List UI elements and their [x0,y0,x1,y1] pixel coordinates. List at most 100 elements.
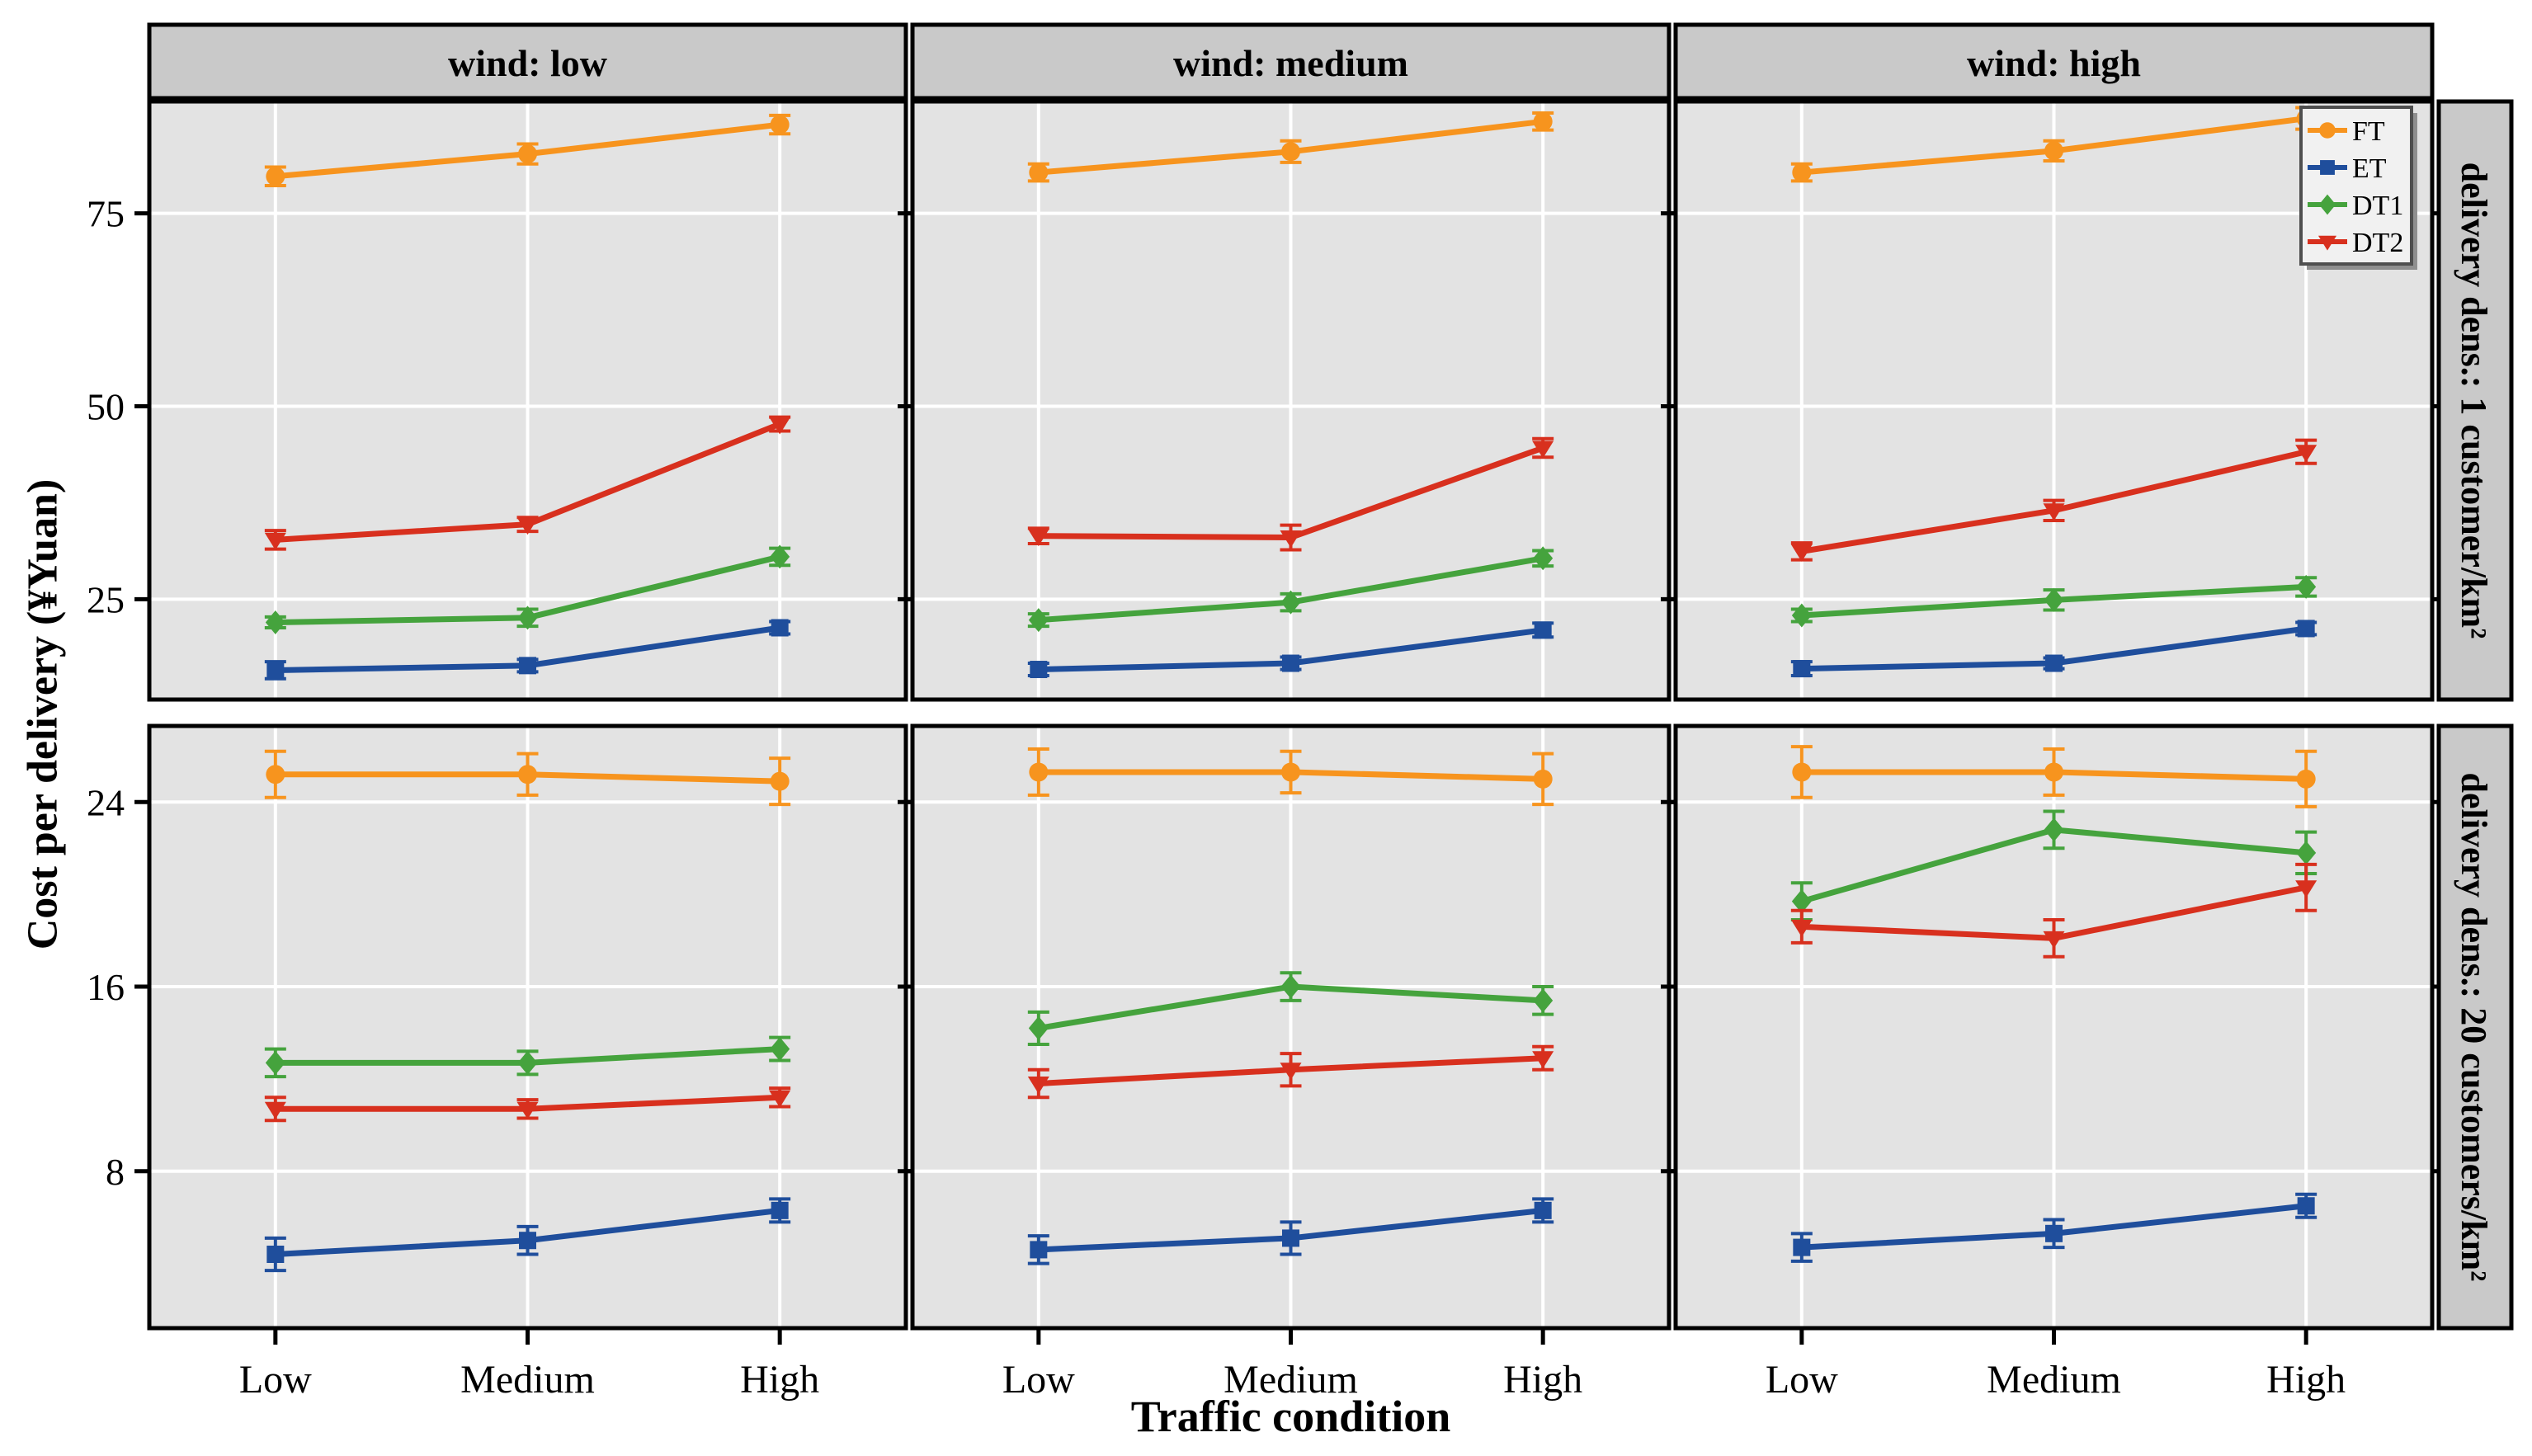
marker-point-square [771,619,789,637]
marker-point-triangle-down [1280,530,1302,549]
x-tick-label: High [2266,1358,2346,1402]
strip-row-1: delivery dens.: 20 customers/km² [2436,723,2514,1331]
errorbars-ET [1027,1197,1554,1265]
y-tick-label: 50 [87,386,125,428]
marker-point-triangle-down [1280,1063,1302,1081]
marker-point-triangle-down [2043,931,2065,949]
marker-point-circle [1029,163,1049,182]
marker-point-circle [1281,142,1300,162]
series-markers-DT2 [1027,1051,1554,1095]
strip-row-0: delivery dens.: 1 customer/km² [2436,99,2514,702]
strip-col-1: wind: medium [910,22,1671,101]
series-markers-FT [266,765,790,791]
marker-point-triangle-down [769,1090,791,1108]
x-tick-label: Medium [1224,1358,1358,1402]
strip-label: wind: medium [1173,42,1408,84]
series-markers-DT1 [1028,546,1554,633]
panel-border [1673,99,2435,702]
marker-point-circle [770,115,790,134]
marker-point-square [519,1232,536,1250]
marker-point-triangle-down [1027,1077,1049,1095]
x-tick-label: Low [1766,1358,1838,1402]
marker-point-triangle-down [1790,544,1813,562]
marker-point-square [1793,1238,1811,1256]
marker-point-triangle-down [516,1101,539,1119]
series-markers-DT1 [1791,818,2317,914]
marker-point-diamond [517,605,538,630]
marker-point-square [1282,654,1299,672]
marker-point-circle [518,765,537,785]
marker-point-square [1534,1201,1552,1219]
strip-background [910,22,1671,101]
marker-point-circle [770,771,790,791]
marker-point-diamond [1280,974,1301,999]
y-tick-label: 24 [87,781,125,823]
strip-col-0: wind: low [147,22,908,101]
marker-point-circle [1792,762,1812,782]
legend-label: DT2 [2352,228,2403,258]
series-markers-DT1 [1791,574,2317,628]
series-markers-ET [266,619,789,679]
y-tick-label: 75 [87,193,125,235]
y-tick-label: 25 [87,578,125,620]
marker-point-circle [2044,762,2063,782]
marker-point-square [2297,620,2315,638]
legend-entry-FT: FT [2308,116,2385,147]
marker-point-diamond [770,1037,790,1062]
marker-point-circle [1029,762,1049,782]
series-markers-ET [1030,621,1552,679]
marker-point-triangle-down [2317,235,2337,251]
series-markers-FT [266,115,790,186]
series-markers-DT2 [264,417,791,550]
series-markers-ET [1030,1201,1552,1259]
series-markers-DT1 [265,1037,790,1075]
legend-entry-DT2: DT2 [2308,228,2403,258]
marker-point-diamond [1028,608,1049,633]
marker-point-diamond [2044,587,2064,612]
legend-entry-ET: ET [2308,153,2387,184]
marker-point-square [1282,1229,1299,1247]
marker-point-triangle-down [264,1101,286,1119]
marker-point-circle [2296,769,2316,789]
strip-label: delivery dens.: 1 customer/km² [2454,163,2494,639]
facet-panel-r1-c0: 8 16 24 Low Medium High [87,723,921,1402]
marker-point-diamond [2296,841,2317,865]
panel-gridlines [912,101,1669,700]
series-markers-DT2 [1790,880,2317,949]
marker-point-circle [266,167,285,186]
marker-point-square [1534,621,1552,639]
marker-point-diamond [2318,194,2336,215]
strip-background [147,22,908,101]
strip-label: delivery dens.: 20 customers/km² [2454,773,2494,1282]
marker-point-diamond [517,1050,538,1075]
marker-point-square [1030,1241,1048,1259]
marker-point-circle [1281,762,1300,782]
x-tick-label: Medium [460,1358,595,1402]
y-tick-label: 16 [87,966,125,1008]
x-tick-label: High [740,1358,819,1402]
marker-point-diamond [2296,574,2317,599]
series-markers-DT1 [1028,974,1554,1040]
facet-panel-r0-c1 [898,99,1684,702]
marker-point-diamond [1280,590,1301,615]
marker-point-square [1793,660,1811,678]
series-markers-FT [1792,762,2316,789]
legend-label: DT1 [2352,191,2403,221]
marker-point-triangle-down [264,532,286,550]
x-tick-label: Low [239,1358,312,1402]
marker-point-circle [1792,163,1812,182]
x-tick-label: Medium [1987,1358,2121,1402]
strip-background [2436,723,2514,1331]
series-markers-ET [266,1201,789,1263]
marker-point-triangle-down [1027,529,1049,547]
series-markers-DT2 [1027,441,1554,549]
legend-label: FT [2352,116,2385,147]
marker-point-triangle-down [2043,503,2065,521]
strip-col-2: wind: high [1673,22,2435,101]
strip-background [1673,22,2435,101]
marker-point-triangle-down [516,517,539,535]
marker-point-diamond [1533,546,1554,571]
marker-point-square [2320,160,2335,175]
marker-point-square [266,1245,285,1263]
